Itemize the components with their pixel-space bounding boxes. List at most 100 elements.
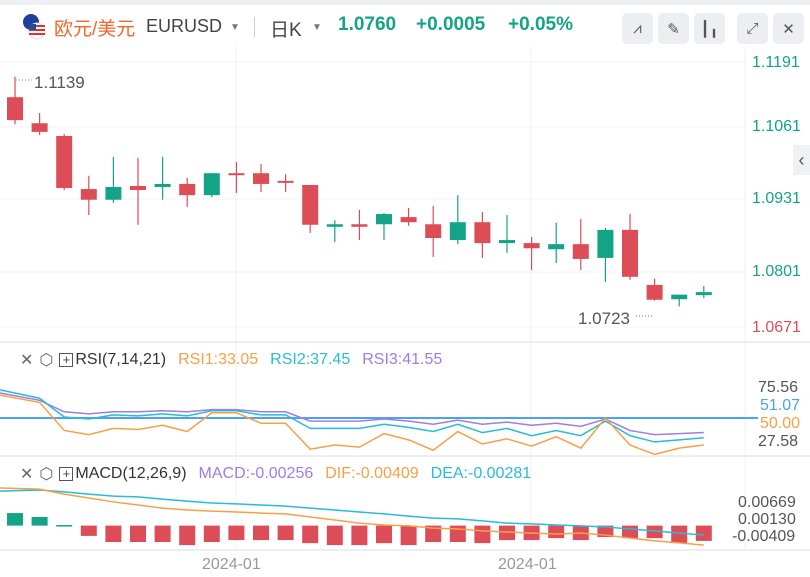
rsi1-line [0,394,704,456]
macd-histogram-bar [80,525,97,536]
macd-histogram-bar [695,525,712,541]
candle-down [572,244,589,259]
candle-up [203,173,220,196]
candle-down [622,229,638,277]
macd-axis-label: 0.00130 [738,511,796,528]
macd-histogram-bar [425,525,442,543]
rsi3-line [0,392,704,436]
settings-icon[interactable]: ⬡ [39,466,54,483]
macd-header: ✕ ⬡ + MACD(12,26,9) MACD:-0.00256 DIF:-0… [20,464,531,484]
macd-axis-label: -0.00409 [732,528,796,545]
candle-down [253,173,269,184]
settings-icon[interactable]: ⬡ [39,352,54,369]
symbol-name-cn[interactable]: 欧元/美元 [54,19,136,40]
rsi-title: RSI(7,14,21) [75,351,167,368]
macd-histogram-bar [671,525,688,544]
candle-up [376,214,392,225]
candle-down [7,97,23,121]
add-icon[interactable]: + [59,467,74,481]
symbol-dropdown-icon[interactable]: ▼ [230,22,240,33]
candle-up [671,294,688,300]
candle-up [499,240,515,244]
candle-down [646,284,663,300]
candle-up [154,183,171,187]
macd-histogram-bar [302,525,319,544]
expand-button[interactable]: ⤢ [737,13,768,44]
x-axis-label: 2024-01 [498,556,557,573]
macd-histogram-bar [253,525,269,541]
macd-histogram-bar [499,525,515,541]
macd-histogram-bar [130,525,146,543]
add-icon[interactable]: + [59,353,74,367]
macd-histogram-bar [203,525,220,543]
eurusd-flag-icon [23,14,46,40]
candle-up [449,222,466,241]
side-panel-toggle-icon[interactable]: ‹ [793,145,810,175]
macd-histogram-bar [7,513,23,526]
rsi-axis-label: 75.56 [758,379,799,396]
macd-histogram-bar [31,516,48,526]
chart-type-button[interactable]: ┃╻ [694,13,725,44]
macd-histogram-bar [646,525,663,539]
max-price-label: 1.1139 [34,73,85,92]
price-axis-label: 1.1061 [752,118,801,135]
macd-histogram-bar [548,525,565,539]
macd-histogram-bar [56,525,73,527]
macd-histogram-bar [622,525,638,539]
macd-histogram-bar [179,525,196,546]
x-axis-label: 2024-01 [202,556,261,573]
draw-button[interactable]: ✎ [658,13,689,44]
close-icon[interactable]: ✕ [20,352,34,369]
macd-histogram-bar [326,525,343,546]
indicator-icon: ⩘ [633,20,642,37]
last-price: 1.0760 [338,14,397,35]
macd-value: MACD:-0.00256 [198,465,314,482]
macd-title: MACD(12,26,9) [75,465,187,482]
candle-up [326,224,343,227]
period-dropdown-icon[interactable]: ▼ [312,22,322,33]
rsi-axis-label: 51.07 [760,397,801,414]
price-axis-label: 1.0801 [752,263,801,280]
candle-down [523,243,540,249]
indicator-button[interactable]: ⩘ [622,13,653,44]
dea-line [0,489,704,536]
macd-histogram-bar [277,525,294,541]
rsi-axis-label: 27.58 [758,433,799,450]
candle-up [548,244,565,250]
dea-value: DEA:-0.00281 [430,465,532,482]
close-icon[interactable]: ✕ [20,466,34,483]
macd-histogram-bar [228,525,245,541]
price-change-pct: +0.05% [508,14,573,35]
macd-histogram-bar [474,525,491,544]
price-change: +0.0005 [416,14,486,35]
candle-up [105,187,122,200]
candle-down [80,189,97,200]
macd-histogram-bar [400,525,417,546]
period-selector[interactable]: 日K [270,20,302,41]
candle-down [425,224,442,239]
price-axis-label: 1.0671 [752,319,801,336]
close-icon: ✕ [782,20,795,38]
candle-down [277,180,294,183]
rsi3-value: RSI3:41.55 [362,351,443,368]
min-price-label: 1.0723 [578,309,630,328]
candle-down [400,217,417,223]
dif-value: DIF:-0.00409 [325,465,419,482]
candle-down [130,185,146,191]
close-button[interactable]: ✕ [773,13,804,44]
macd-histogram-bar [351,525,368,546]
dif-line [0,487,704,546]
symbol-code[interactable]: EURUSD [146,16,223,36]
macd-histogram-bar [597,525,614,538]
macd-axis-label: 0.00669 [738,494,796,511]
candle-down [351,224,368,227]
candle-down [302,184,319,225]
draw-icon: ✎ [667,20,680,38]
candle-down [474,222,491,244]
rsi1-value: RSI1:33.05 [178,351,259,368]
macd-histogram-bar [105,525,122,543]
candle-up [597,229,614,258]
rsi-header: ✕ ⬡ + RSI(7,14,21) RSI1:33.05 RSI2:37.45… [20,350,442,370]
candle-down [56,135,73,189]
